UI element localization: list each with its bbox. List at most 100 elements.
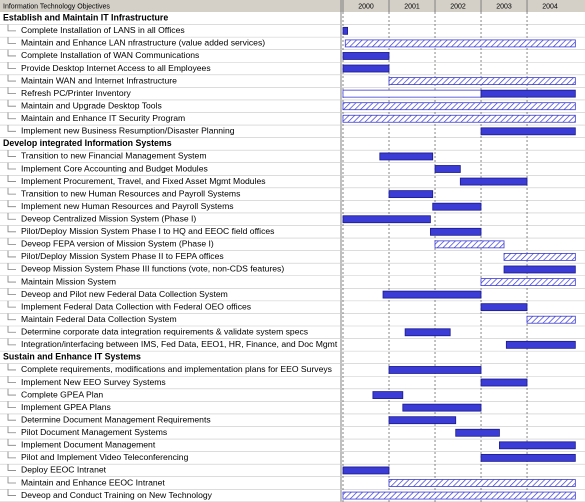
- task-bar: [434, 240, 505, 249]
- task-label: Maintain Mission System: [21, 276, 116, 286]
- task-label: Pilot/Deploy Mission System Phase I to H…: [21, 226, 274, 236]
- task-bar: [480, 127, 576, 136]
- tree-connector: [7, 200, 16, 208]
- tree-connector: [7, 388, 16, 396]
- tree-connector: [7, 125, 16, 132]
- task-bar: [388, 366, 482, 374]
- task-bar: [379, 152, 434, 161]
- tree-connector: [7, 326, 16, 333]
- header-bar: [0, 0, 585, 12]
- tree-connector: [7, 288, 16, 295]
- task-label: Implement new Business Resumption/Disast…: [21, 126, 235, 136]
- tree-connector: [7, 175, 16, 182]
- task-bar: [342, 26, 349, 35]
- task-bar: [480, 89, 576, 98]
- task-bar: [342, 491, 576, 500]
- x-tick-label: 2004: [542, 3, 558, 10]
- task-bar: [342, 64, 390, 73]
- task-label: Maintain and Upgrade Desktop Tools: [21, 100, 162, 110]
- tree-connector: [7, 476, 16, 484]
- group-label: Establish and Maintain IT Infrastructure: [3, 13, 168, 23]
- task-label: Deveop Centralized Mission System (Phase…: [21, 214, 196, 224]
- task-label: Complete GPEA Plan: [21, 389, 103, 399]
- tree-connector: [7, 401, 16, 409]
- task-bar: [480, 278, 576, 286]
- task-label: Transition to new Financial Management S…: [21, 151, 207, 161]
- task-label: Deveop and Conduct Training on New Techn…: [21, 490, 213, 500]
- group-label: Develop integrated Information Systems: [3, 138, 172, 148]
- task-label: Implement GPEA Plans: [21, 402, 111, 412]
- tree-connector: [7, 300, 16, 308]
- task-bar: [344, 39, 576, 48]
- task-bar: [480, 378, 528, 387]
- task-label: Deveop and Pilot new Federal Data Collec…: [21, 289, 228, 299]
- task-bar: [388, 479, 576, 487]
- task-bar: [459, 177, 528, 186]
- task-label: Determine corporate data integration req…: [21, 327, 308, 337]
- tree-connector: [7, 451, 16, 459]
- task-label: Maintain and Enhance EEOC Intranet: [21, 477, 165, 487]
- task-bar: [372, 391, 404, 399]
- task-bar: [342, 89, 482, 98]
- task-bar: [388, 77, 576, 85]
- task-bar: [402, 403, 482, 412]
- task-label: Complete Installation of WAN Communicati…: [21, 50, 199, 60]
- x-tick-label: 2000: [358, 3, 374, 10]
- task-label: Maintain and Enhance IT Security Program: [21, 113, 185, 123]
- tree-connector: [7, 74, 16, 82]
- group-label: Sustain and Enhance IT Systems: [3, 352, 141, 362]
- task-label: Implement Document Management: [21, 440, 156, 450]
- task-bar: [503, 265, 576, 274]
- tree-connector: [7, 49, 16, 57]
- tree-connector: [7, 426, 16, 434]
- task-label: Integration/interfacing between IMS, Fed…: [21, 339, 338, 349]
- task-bar: [434, 165, 461, 173]
- task-bar: [505, 340, 576, 349]
- task-label: Implement Procurement, Travel, and Fixed…: [21, 176, 266, 186]
- task-bar: [342, 52, 390, 60]
- task-label: Refresh PC/Printer Inventory: [21, 88, 132, 98]
- task-bar: [455, 428, 500, 437]
- task-bar: [404, 328, 451, 337]
- tree-connector: [7, 464, 16, 471]
- tree-connector: [7, 376, 16, 383]
- tree-connector: [7, 187, 16, 195]
- task-label: Implement Core Accounting and Budget Mod…: [21, 163, 208, 173]
- task-bar: [499, 441, 576, 450]
- tree-connector: [7, 62, 16, 69]
- task-label: Implement Federal Data Collection with F…: [21, 301, 251, 311]
- task-label: Provide Desktop Internet Access to all E…: [21, 63, 211, 73]
- x-tick-label: 2002: [450, 3, 466, 10]
- tree-connector: [7, 363, 16, 371]
- task-label: Transition to new Human Resources and Pa…: [21, 188, 240, 198]
- task-label: Determine Document Management Requiremen…: [21, 414, 211, 424]
- tree-connector: [7, 87, 16, 95]
- task-label: Implement New EEO Survey Systems: [21, 377, 166, 387]
- task-bar: [480, 453, 576, 462]
- tree-connector: [7, 313, 16, 321]
- tree-connector: [7, 212, 16, 220]
- task-bar: [388, 190, 434, 199]
- task-bar: [432, 202, 482, 211]
- task-label: Maintain and Enhance LAN nfrastructure (…: [21, 38, 265, 48]
- x-tick-label: 2001: [404, 3, 420, 10]
- tree-connector: [7, 150, 16, 157]
- task-bar: [480, 303, 528, 312]
- task-label: Deploy EEOC Intranet: [21, 465, 107, 475]
- task-bar: [503, 253, 576, 261]
- task-label: Maintain WAN and Internet Infrastructure: [21, 75, 177, 85]
- x-tick-label: 2003: [496, 3, 512, 10]
- tree-connector: [7, 338, 16, 346]
- tree-connector: [7, 162, 16, 170]
- header-title: Information Technology Objectives: [3, 3, 110, 10]
- task-label: Complete Installation of LANS in all Off…: [21, 25, 185, 35]
- tree-connector: [7, 99, 16, 107]
- task-label: Deveop FEPA version of Mission System (P…: [21, 239, 214, 249]
- tree-connector: [7, 250, 16, 258]
- task-bar: [342, 215, 431, 224]
- task-bar: [342, 466, 390, 475]
- task-label: Pilot and Implement Video Teleconferenci…: [21, 452, 189, 462]
- task-label: Complete requirements, modifications and…: [21, 364, 332, 374]
- tree-connector: [7, 238, 16, 245]
